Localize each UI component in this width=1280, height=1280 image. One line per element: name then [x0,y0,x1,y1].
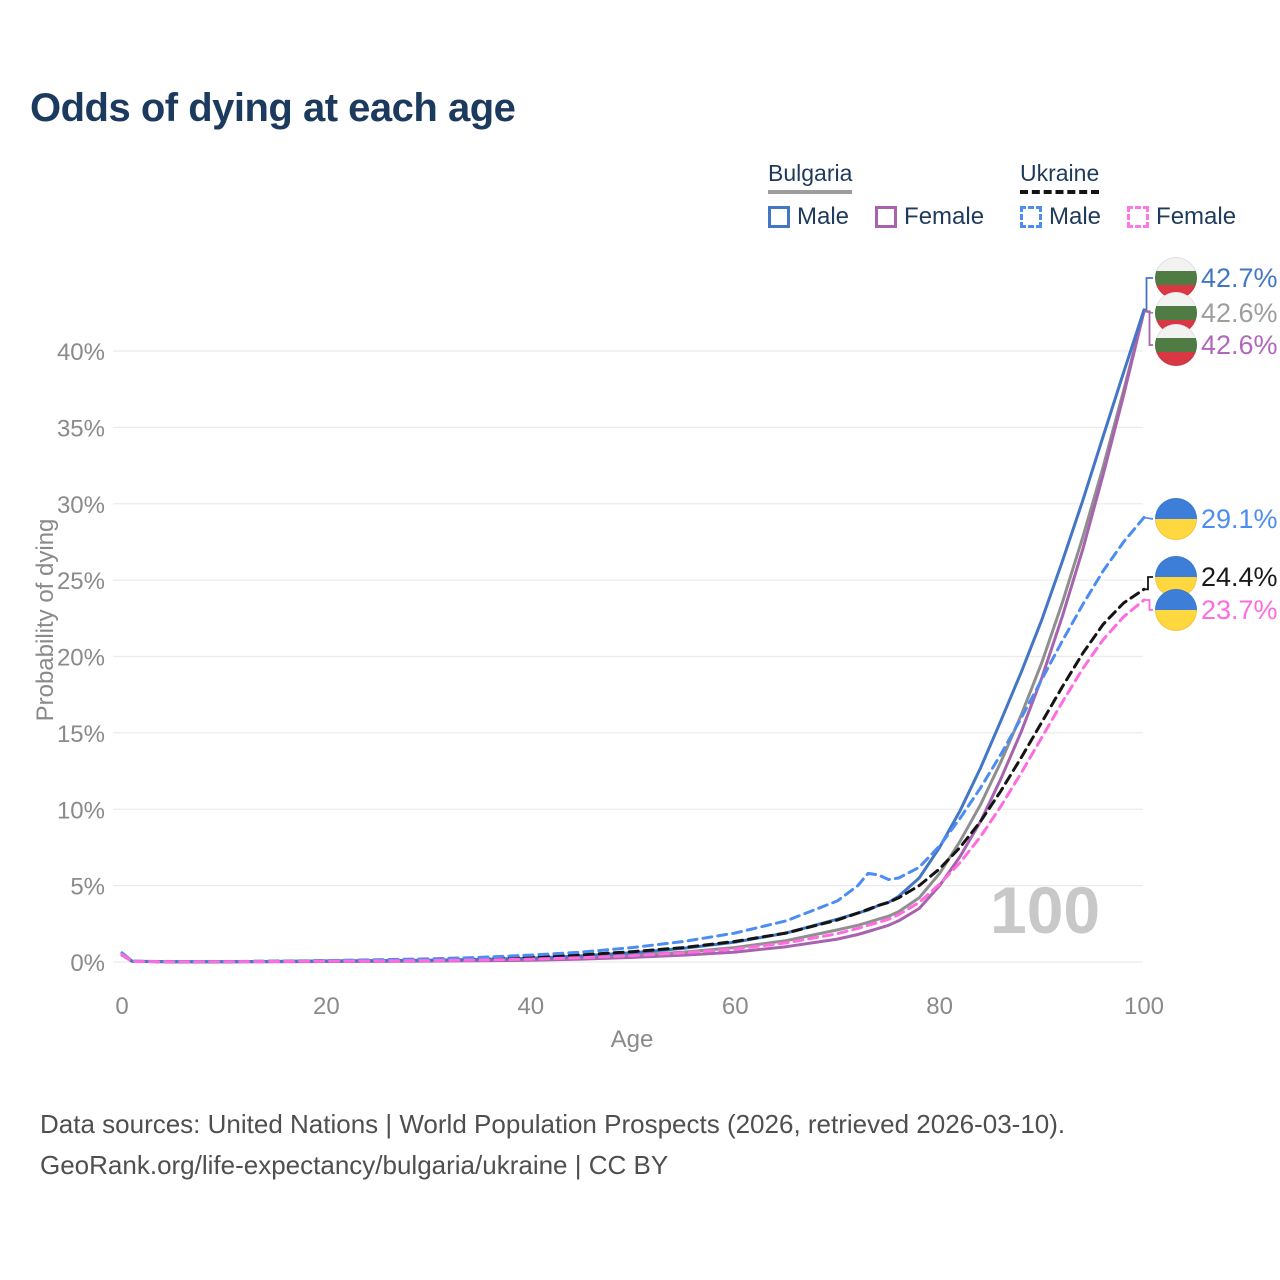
legend-item-bulgaria-female[interactable]: Female [875,203,984,231]
series-line-ukraine-female[interactable] [120,598,1146,964]
x-axis-title: Age [610,1026,654,1053]
legend-country-ukraine-label: Ukraine [1020,160,1100,186]
label-connector-ukraine-female [1144,599,1153,611]
label-connector-bulgaria-male [1144,277,1153,311]
ukraine-female-swatch-icon [1127,206,1150,228]
flag-ring [1155,324,1197,366]
flag-ring [1155,498,1197,540]
y-axis-title: Probability of dying [32,518,59,722]
legend-group-ukraine: Ukraine Male Female [1020,160,1236,231]
bulgaria-female-swatch-icon [875,206,898,228]
end-value-label-ukraine-male: 29.1% [1201,504,1278,534]
legend-item-label: Female [904,203,985,230]
label-connector-ukraine-male [1143,516,1154,520]
gridlines: 0% 5% 10% 15% 20% 25% 30% 35% 40% 0 20 40 60 80 100 [57,339,1164,1020]
end-value-label-bulgaria-male: 42.7% [1201,263,1278,293]
end-value-label-ukraine-female: 23.7% [1201,595,1278,625]
ukraine-line-style-swatch [1020,190,1100,194]
x-tick-label: 100 [1124,993,1164,1020]
ukraine-flag-icon [1155,589,1197,631]
hover-age-watermark: 100 [990,873,1101,947]
y-tick-label: 0% [70,950,105,977]
page-title: Odds of dying at each age [30,86,516,130]
y-tick-label: 35% [57,415,105,442]
flag-ring [1155,589,1197,631]
series-line-ukraine-male[interactable] [120,516,1146,964]
legend-item-label: Female [1156,203,1237,230]
y-tick-label: 25% [57,568,105,595]
legend-country-bulgaria-label: Bulgaria [768,160,853,186]
bulgaria-flag-icon [1155,324,1197,366]
x-tick-label: 40 [517,993,544,1020]
legend-item-ukraine-female[interactable]: Female [1127,203,1236,231]
x-tick-label: 60 [722,993,749,1020]
bulgaria-line-style-swatch [768,190,853,194]
y-tick-label: 10% [57,797,105,824]
legend-group-bulgaria: Bulgaria Male Female [768,160,984,231]
series-line-bulgaria-female[interactable] [120,309,1146,964]
y-tick-label: 30% [57,492,105,519]
footer-attribution: GeoRank.org/life-expectancy/bulgaria/ukr… [40,1150,669,1180]
legend-item-ukraine-male[interactable]: Male [1020,203,1101,231]
x-tick-label: 80 [926,993,953,1020]
footer-data-sources: Data sources: United Nations | World Pop… [40,1109,1066,1139]
ukraine-male-swatch-icon [1020,206,1042,228]
end-value-label-ukraine-both: 24.4% [1201,562,1278,592]
x-tick-label: 0 [115,993,128,1020]
legend-item-bulgaria-male[interactable]: Male [768,203,849,231]
x-tick-label: 20 [313,993,340,1020]
y-tick-label: 5% [70,874,105,901]
label-connector-bulgaria-female [1144,310,1153,346]
legend-item-label: Male [1049,203,1102,230]
y-tick-label: 40% [57,339,105,366]
end-value-label-bulgaria-both: 42.6% [1201,298,1278,328]
y-tick-label: 15% [57,721,105,748]
legend-country-ukraine[interactable]: Ukraine [1020,160,1100,194]
label-connector-ukraine-both [1144,576,1153,591]
legend-country-bulgaria[interactable]: Bulgaria [768,160,853,194]
end-value-label-bulgaria-female: 42.6% [1201,330,1278,360]
footer: Data sources: United Nations | World Pop… [40,1104,1065,1186]
bulgaria-male-swatch-icon [768,206,790,228]
series-line-bulgaria-male[interactable] [120,308,1146,964]
ukraine-flag-icon [1155,498,1197,540]
series-line-bulgaria-both[interactable] [120,309,1146,964]
legend-item-label: Male [797,203,850,230]
y-tick-label: 20% [57,645,105,672]
